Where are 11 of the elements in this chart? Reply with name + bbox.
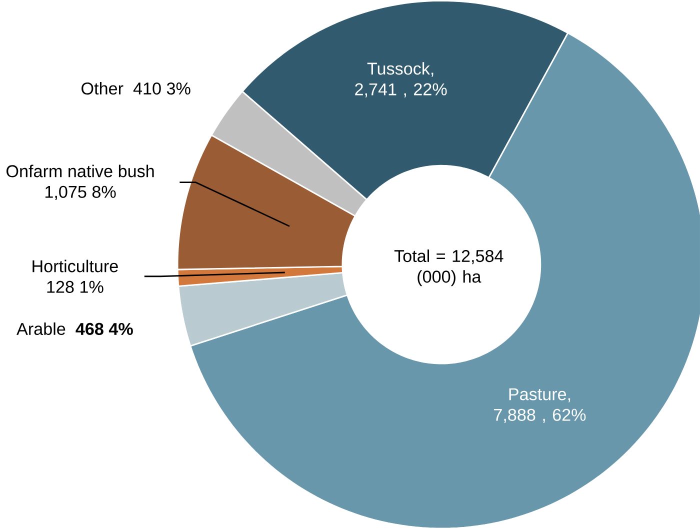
data-label: 128 1% bbox=[47, 280, 104, 293]
slice-label: Other bbox=[82, 82, 124, 94]
slice-label: Pasture bbox=[509, 388, 566, 400]
slice-label: Horticulture bbox=[32, 260, 118, 272]
slice-label: Tussock bbox=[367, 62, 430, 75]
slice-label: Onfarm native bush bbox=[6, 164, 154, 178]
text: Total = 12,584 (000) ha bbox=[394, 249, 504, 286]
slice-label: Arable bbox=[16, 322, 66, 335]
data-label: 410 3% bbox=[133, 82, 190, 94]
data-label: 1,075 8% bbox=[45, 186, 116, 200]
data-label: 468 4% bbox=[76, 322, 133, 335]
